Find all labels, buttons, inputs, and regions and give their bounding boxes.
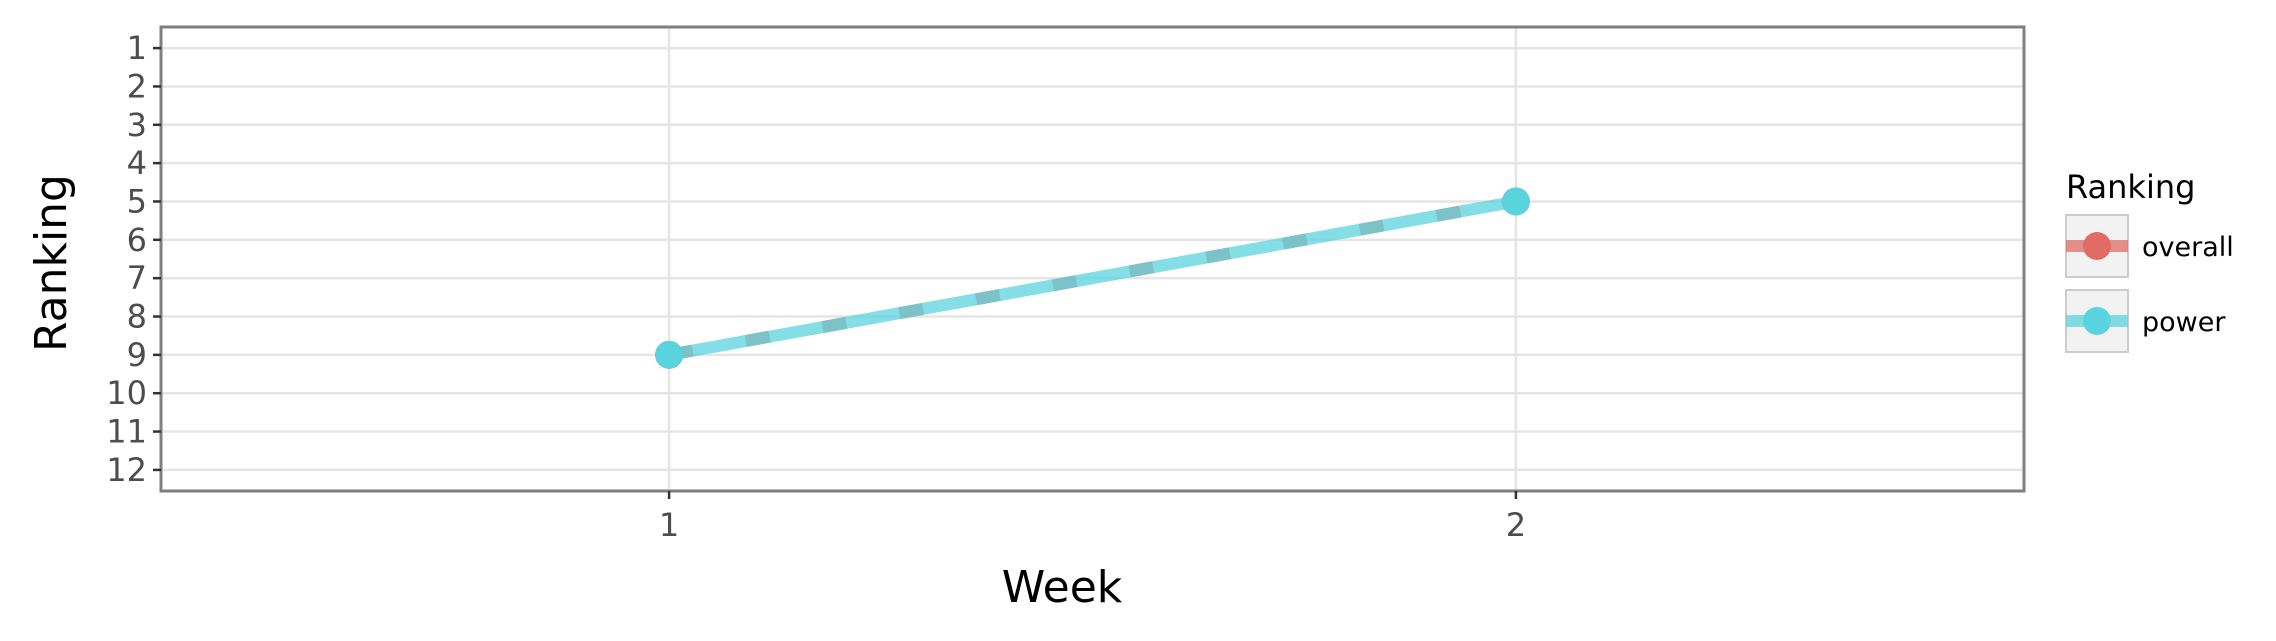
y-tick-label: 2	[127, 67, 147, 105]
legend-label: power	[2142, 307, 2226, 338]
grid-lines	[161, 27, 2024, 491]
y-tick-label: 4	[127, 144, 147, 182]
legend-title: Ranking	[2066, 168, 2195, 206]
y-tick-label: 7	[127, 259, 147, 297]
y-tick-label: 1	[127, 29, 147, 67]
legend-label: overall	[2142, 232, 2234, 263]
y-tick-label: 9	[127, 336, 147, 374]
y-tick-label: 3	[127, 106, 147, 144]
y-tick-label: 12	[106, 451, 147, 489]
plot-border	[159, 25, 2026, 493]
x-tick-label: 2	[1506, 506, 1526, 544]
y-tick-label: 11	[106, 413, 147, 451]
data-point-power	[655, 340, 684, 369]
series-line-power	[668, 195, 1517, 361]
y-axis-title: Ranking	[26, 174, 77, 352]
y-tick-label: 5	[127, 182, 147, 220]
y-tick-label: 8	[127, 298, 147, 336]
legend-item-overall: overall	[2065, 214, 2234, 278]
data-point-power	[1501, 187, 1530, 216]
legend: Ranking overall power	[2065, 168, 2234, 353]
y-tick-label: 10	[106, 374, 147, 412]
legend-item-power: power	[2065, 289, 2226, 353]
legend-key-marker	[2083, 307, 2111, 335]
x-axis-title: Week	[1002, 562, 1123, 613]
series-layer	[655, 187, 1530, 369]
legend-key-marker	[2083, 232, 2111, 260]
y-tick-label: 6	[127, 221, 147, 259]
x-tick-label: 1	[659, 506, 679, 544]
